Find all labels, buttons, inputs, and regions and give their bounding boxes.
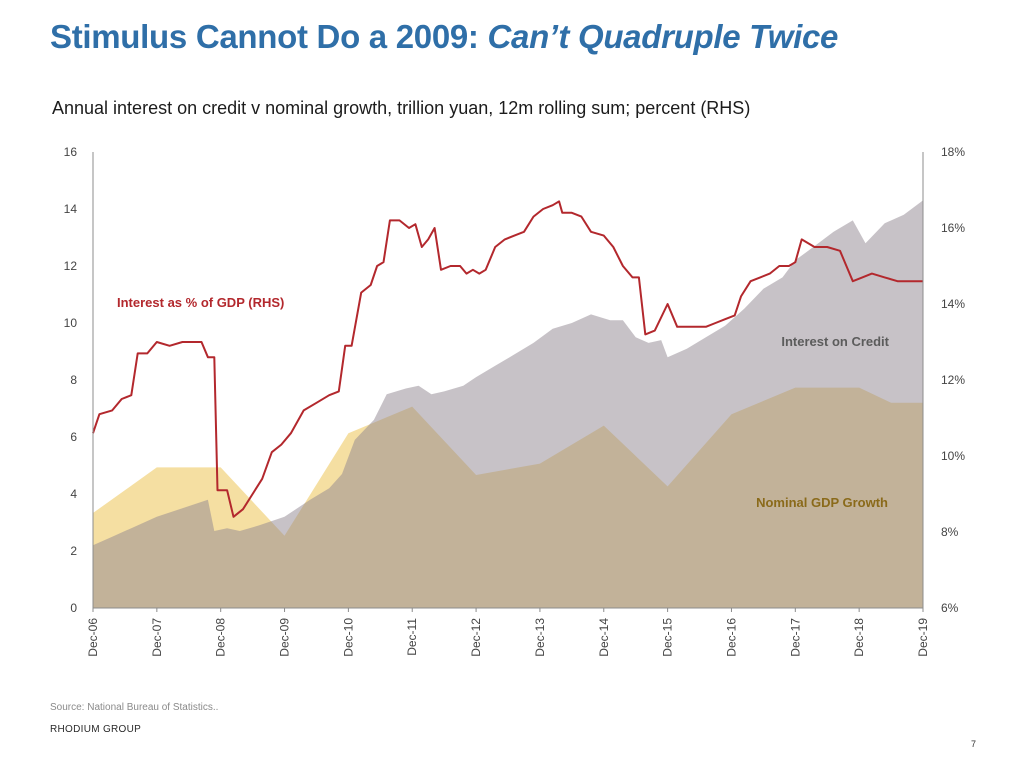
y-left-tick-label: 8 (70, 373, 77, 387)
y-left-tick-label: 6 (70, 430, 77, 444)
series-line-interest-pct-gdp (92, 200, 923, 518)
slide-title-emphasis: Can’t Quadruple Twice (487, 18, 839, 55)
series-area-interest-credit (93, 200, 923, 608)
y-left-tick-label: 12 (64, 259, 78, 273)
x-tick-label: Dec-08 (214, 618, 228, 657)
slide-title: Stimulus Cannot Do a 2009: Can’t Quadrup… (50, 18, 838, 56)
x-tick-label: Dec-18 (852, 618, 866, 657)
y-right-tick-label: 18% (941, 145, 965, 159)
page-number: 7 (970, 739, 976, 749)
y-right-tick-label: 8% (941, 525, 959, 539)
y-left-tick-label: 16 (64, 145, 78, 159)
x-tick-label: Dec-13 (533, 618, 547, 657)
y-left-tick-label: 14 (64, 202, 78, 216)
y-right-tick-label: 10% (941, 449, 965, 463)
y-left-tick-label: 10 (64, 316, 78, 330)
y-right-tick-label: 16% (941, 221, 965, 235)
x-tick-label: Dec-16 (724, 618, 738, 657)
x-tick-label: Dec-12 (469, 618, 483, 657)
x-tick-label: Dec-07 (150, 618, 164, 657)
x-tick-label: Dec-09 (278, 618, 292, 657)
x-tick-label: Dec-15 (661, 618, 675, 657)
x-tick-label: Dec-17 (788, 618, 802, 657)
annotation-nominal-gdp-growth: Nominal GDP Growth (756, 495, 888, 510)
brand-label: RHODIUM GROUP (50, 724, 142, 735)
x-tick-label: Dec-14 (597, 618, 611, 657)
y-left-tick-label: 0 (70, 601, 77, 615)
annotation-interest-pct-gdp: Interest as % of GDP (RHS) (117, 295, 284, 310)
x-tick-label: Dec-11 (405, 618, 419, 656)
annotation-interest-on-credit: Interest on Credit (781, 334, 889, 349)
y-left-tick-label: 4 (70, 487, 77, 501)
x-tick-label: Dec-06 (86, 618, 100, 657)
y-right-tick-label: 6% (941, 601, 959, 615)
y-right-tick-label: 12% (941, 373, 965, 387)
source-note: Source: National Bureau of Statistics.. (50, 702, 219, 713)
slide-title-main: Stimulus Cannot Do a 2009: (50, 18, 488, 55)
y-left-tick-label: 2 (70, 544, 77, 558)
y-right-tick-label: 14% (941, 297, 965, 311)
x-tick-label: Dec-10 (341, 618, 355, 657)
x-tick-label: Dec-19 (916, 618, 930, 657)
chart-subtitle: Annual interest on credit v nominal grow… (52, 98, 751, 118)
